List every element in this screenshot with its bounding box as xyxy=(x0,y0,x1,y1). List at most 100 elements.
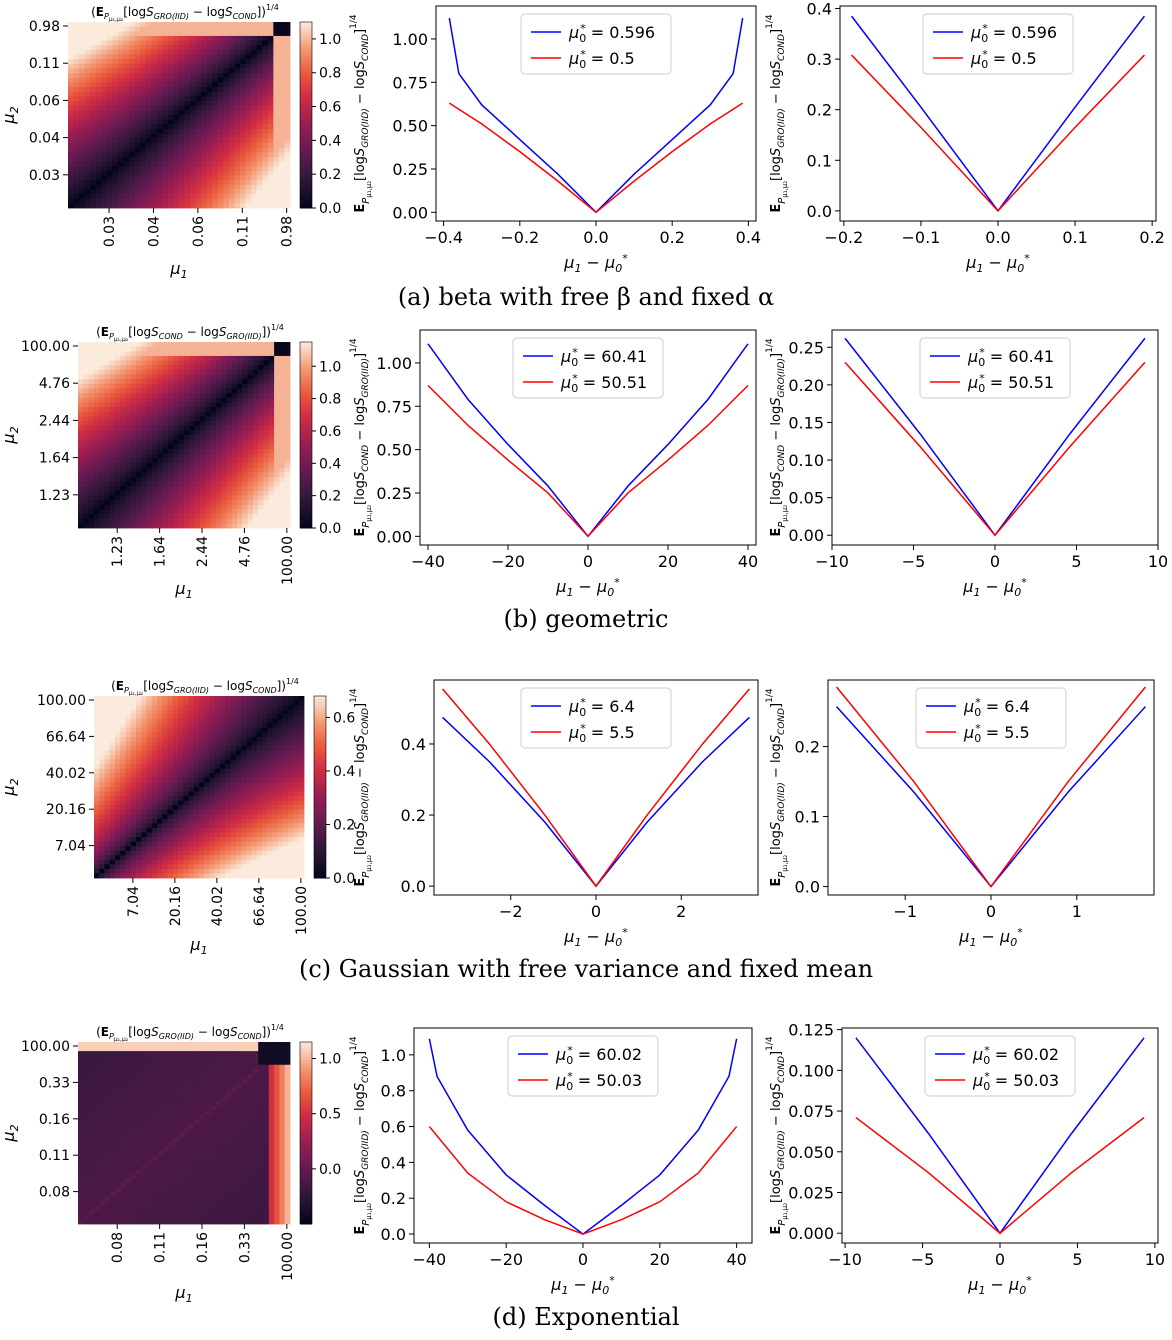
heatmap-cell xyxy=(167,87,174,93)
heatmap-cell xyxy=(162,768,168,774)
heatmap-cell xyxy=(162,500,169,506)
heatmap-cell xyxy=(284,87,291,93)
heatmap-cell xyxy=(194,472,201,478)
heatmap-cell xyxy=(93,355,100,361)
heatmap-cell xyxy=(230,837,237,842)
heatmap-cell xyxy=(152,342,158,348)
heatmap-cell xyxy=(284,514,291,520)
heatmap-cell xyxy=(136,374,142,380)
heatmap-cell xyxy=(68,91,74,97)
heatmap-cell xyxy=(93,360,100,366)
heatmap-cell xyxy=(241,705,247,711)
heatmap-cell xyxy=(109,500,116,506)
heatmap-cell xyxy=(178,458,185,464)
heatmap-cell xyxy=(141,805,147,811)
heatmap-cell xyxy=(228,82,235,88)
heatmap-cell xyxy=(215,393,222,399)
heatmap-cell xyxy=(106,138,113,144)
heatmap-cell xyxy=(106,63,113,69)
heatmap-cell xyxy=(109,705,116,711)
heatmap-cell xyxy=(195,133,202,139)
heatmap-cell xyxy=(94,846,100,852)
heatmap-cell xyxy=(112,170,119,176)
heatmap-cell xyxy=(152,518,158,524)
heatmap-cell xyxy=(278,31,285,37)
heatmap-cell xyxy=(277,696,284,701)
heatmap-cell xyxy=(205,481,211,487)
heatmap-cell xyxy=(277,755,284,761)
heatmap-cell xyxy=(178,823,184,829)
heatmap-cell xyxy=(247,490,254,496)
heatmap-cell xyxy=(99,402,105,408)
heatmap-cell xyxy=(157,782,163,788)
heatmap-cell xyxy=(152,462,158,468)
y-tick-label: 0.11 xyxy=(29,56,60,72)
heatmap-cell xyxy=(167,189,174,195)
heatmap-cell xyxy=(234,73,241,79)
heatmap-cell xyxy=(183,736,189,742)
heatmap-cell xyxy=(162,87,169,93)
heatmap-cell xyxy=(256,82,263,88)
heatmap-cell xyxy=(267,147,274,153)
heatmap-cell xyxy=(94,823,100,829)
heatmap-cell xyxy=(252,453,259,459)
heatmap-cell xyxy=(115,514,121,520)
heatmap-cell xyxy=(145,175,152,181)
heatmap-cell xyxy=(152,411,158,417)
heatmap-cell xyxy=(268,500,275,506)
heatmap-cell xyxy=(246,732,252,738)
heatmap-cell xyxy=(190,87,197,93)
heatmap-cell xyxy=(134,161,141,167)
heatmap-cell xyxy=(84,147,91,153)
heatmap-cell xyxy=(141,472,148,478)
colorbar-segment xyxy=(300,509,312,513)
heatmap-cell xyxy=(226,504,233,510)
heatmap-cell xyxy=(172,755,179,761)
heatmap-cell xyxy=(131,411,137,417)
heatmap-cell xyxy=(173,509,180,515)
colorbar-segment xyxy=(300,500,312,504)
heatmap-cell xyxy=(79,119,86,125)
heatmap-cell xyxy=(215,411,222,417)
heatmap-cell xyxy=(284,416,291,422)
heatmap-cell xyxy=(267,714,273,720)
heatmap-cell xyxy=(210,407,217,413)
heatmap-cell xyxy=(190,101,197,107)
heatmap-cell xyxy=(157,472,164,478)
heatmap-cell xyxy=(277,864,284,870)
heatmap-cell xyxy=(267,73,274,79)
heatmap-cell xyxy=(90,110,97,116)
heatmap-cell xyxy=(146,846,153,852)
y-axis-label: EPμ₁,μ₂[logSCOND − logSGRO(IID)]1/4 xyxy=(349,338,373,537)
heatmap-cell xyxy=(284,40,291,46)
heatmap-cell xyxy=(117,161,124,167)
heatmap-cell xyxy=(221,402,227,408)
heatmap-cell xyxy=(123,161,130,167)
heatmap-cell xyxy=(246,850,252,856)
heatmap-cell xyxy=(136,397,142,403)
heatmap-cell xyxy=(230,736,237,742)
heatmap-cell xyxy=(109,514,116,520)
heatmap-cell xyxy=(115,435,121,441)
heatmap-cell xyxy=(199,832,205,838)
heatmap-cell xyxy=(151,119,158,125)
heatmap-cell xyxy=(173,453,180,459)
colorbar-segment xyxy=(300,183,312,187)
heatmap-cell xyxy=(194,490,201,496)
heatmap-cell xyxy=(194,476,201,482)
heatmap-cell xyxy=(141,791,147,797)
heatmap-cell xyxy=(109,782,116,788)
heatmap-cell xyxy=(258,360,264,366)
heatmap-cell xyxy=(184,360,190,366)
heatmap-cell xyxy=(173,518,180,524)
heatmap-cell xyxy=(206,77,213,83)
heatmap-cell xyxy=(214,805,221,811)
heatmap-cell xyxy=(134,128,141,134)
heatmap-cell xyxy=(245,68,252,74)
heatmap-cell xyxy=(167,22,174,28)
heatmap-cell xyxy=(277,723,284,729)
heatmap-cell xyxy=(206,142,213,148)
heatmap-cell xyxy=(267,787,273,792)
heatmap-cell xyxy=(231,346,238,352)
heatmap-cell xyxy=(120,736,126,742)
